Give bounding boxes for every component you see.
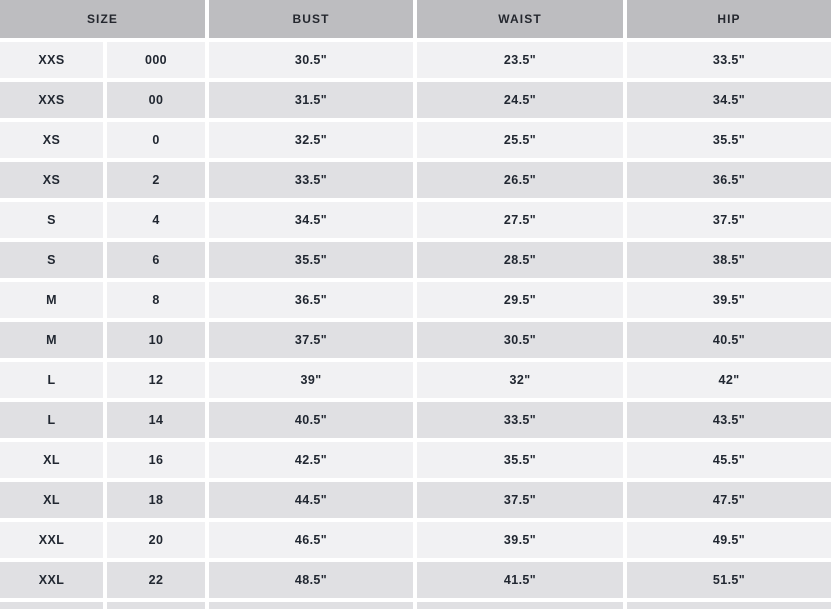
table-row: XXL 20 46.5" 39.5" 49.5" bbox=[0, 522, 831, 558]
hip-cell: 47.5" bbox=[627, 482, 831, 518]
waist-cell: 26.5" bbox=[417, 162, 623, 198]
bust-cell: 48.5" bbox=[209, 562, 413, 598]
waist-cell: 30.5" bbox=[417, 322, 623, 358]
size-alpha-cell: S bbox=[0, 242, 103, 278]
bust-cell: 31.5" bbox=[209, 82, 413, 118]
waist-cell: 23.5" bbox=[417, 42, 623, 78]
size-number-cell: 20 bbox=[107, 522, 205, 558]
partial-next-row bbox=[0, 602, 831, 609]
column-header-hip: HIP bbox=[627, 0, 831, 38]
hip-cell: 33.5" bbox=[627, 42, 831, 78]
hip-cell: 49.5" bbox=[627, 522, 831, 558]
bust-cell: 36.5" bbox=[209, 282, 413, 318]
bust-cell: 42.5" bbox=[209, 442, 413, 478]
size-alpha-cell: XL bbox=[0, 442, 103, 478]
size-number-cell: 6 bbox=[107, 242, 205, 278]
waist-cell: 41.5" bbox=[417, 562, 623, 598]
hip-cell: 34.5" bbox=[627, 82, 831, 118]
size-number-cell: 2 bbox=[107, 162, 205, 198]
column-header-size: SIZE bbox=[0, 0, 205, 38]
size-number-cell: 22 bbox=[107, 562, 205, 598]
table-row: XXS 00 31.5" 24.5" 34.5" bbox=[0, 82, 831, 118]
bust-cell: 46.5" bbox=[209, 522, 413, 558]
table-row: XS 0 32.5" 25.5" 35.5" bbox=[0, 122, 831, 158]
hip-cell: 42" bbox=[627, 362, 831, 398]
hip-cell: 38.5" bbox=[627, 242, 831, 278]
size-number-cell: 16 bbox=[107, 442, 205, 478]
hip-cell: 51.5" bbox=[627, 562, 831, 598]
bust-cell: 34.5" bbox=[209, 202, 413, 238]
waist-cell: 28.5" bbox=[417, 242, 623, 278]
waist-cell: 33.5" bbox=[417, 402, 623, 438]
size-number-cell: 8 bbox=[107, 282, 205, 318]
table-row: XXS 000 30.5" 23.5" 33.5" bbox=[0, 42, 831, 78]
waist-cell: 29.5" bbox=[417, 282, 623, 318]
hip-cell bbox=[627, 602, 831, 609]
table-row: XL 18 44.5" 37.5" 47.5" bbox=[0, 482, 831, 518]
size-number-cell: 10 bbox=[107, 322, 205, 358]
size-alpha-cell: S bbox=[0, 202, 103, 238]
size-alpha-cell: XXL bbox=[0, 562, 103, 598]
table-row: S 6 35.5" 28.5" 38.5" bbox=[0, 242, 831, 278]
size-number-cell: 000 bbox=[107, 42, 205, 78]
table-row: S 4 34.5" 27.5" 37.5" bbox=[0, 202, 831, 238]
bust-cell: 30.5" bbox=[209, 42, 413, 78]
hip-cell: 35.5" bbox=[627, 122, 831, 158]
table-row: L 14 40.5" 33.5" 43.5" bbox=[0, 402, 831, 438]
hip-cell: 36.5" bbox=[627, 162, 831, 198]
waist-cell bbox=[417, 602, 623, 609]
bust-cell: 44.5" bbox=[209, 482, 413, 518]
size-number-cell: 18 bbox=[107, 482, 205, 518]
hip-cell: 39.5" bbox=[627, 282, 831, 318]
hip-cell: 45.5" bbox=[627, 442, 831, 478]
size-alpha-cell: M bbox=[0, 282, 103, 318]
size-alpha-cell: XXL bbox=[0, 522, 103, 558]
hip-cell: 40.5" bbox=[627, 322, 831, 358]
bust-cell: 39" bbox=[209, 362, 413, 398]
bust-cell: 32.5" bbox=[209, 122, 413, 158]
bust-cell bbox=[209, 602, 413, 609]
waist-cell: 39.5" bbox=[417, 522, 623, 558]
size-alpha-cell: XS bbox=[0, 162, 103, 198]
table-row: XL 16 42.5" 35.5" 45.5" bbox=[0, 442, 831, 478]
waist-cell: 24.5" bbox=[417, 82, 623, 118]
size-number-cell: 4 bbox=[107, 202, 205, 238]
size-alpha-cell: XL bbox=[0, 482, 103, 518]
size-number-cell: 14 bbox=[107, 402, 205, 438]
size-alpha-cell: XS bbox=[0, 122, 103, 158]
size-alpha-cell: L bbox=[0, 362, 103, 398]
size-number-cell: 0 bbox=[107, 122, 205, 158]
waist-cell: 25.5" bbox=[417, 122, 623, 158]
bust-cell: 40.5" bbox=[209, 402, 413, 438]
table-row: M 8 36.5" 29.5" 39.5" bbox=[0, 282, 831, 318]
bust-cell: 33.5" bbox=[209, 162, 413, 198]
waist-cell: 27.5" bbox=[417, 202, 623, 238]
hip-cell: 43.5" bbox=[627, 402, 831, 438]
table-row: XS 2 33.5" 26.5" 36.5" bbox=[0, 162, 831, 198]
table-header-row: SIZE BUST WAIST HIP bbox=[0, 0, 831, 38]
size-number-cell bbox=[107, 602, 205, 609]
size-alpha-cell: M bbox=[0, 322, 103, 358]
column-header-bust: BUST bbox=[209, 0, 413, 38]
table-body: XXS 000 30.5" 23.5" 33.5" XXS 00 31.5" 2… bbox=[0, 42, 831, 598]
size-number-cell: 00 bbox=[107, 82, 205, 118]
table-row: M 10 37.5" 30.5" 40.5" bbox=[0, 322, 831, 358]
size-alpha-cell: XXS bbox=[0, 82, 103, 118]
size-alpha-cell bbox=[0, 602, 103, 609]
column-header-waist: WAIST bbox=[417, 0, 623, 38]
waist-cell: 35.5" bbox=[417, 442, 623, 478]
bust-cell: 37.5" bbox=[209, 322, 413, 358]
waist-cell: 37.5" bbox=[417, 482, 623, 518]
table-row: L 12 39" 32" 42" bbox=[0, 362, 831, 398]
hip-cell: 37.5" bbox=[627, 202, 831, 238]
size-alpha-cell: XXS bbox=[0, 42, 103, 78]
table-row: XXL 22 48.5" 41.5" 51.5" bbox=[0, 562, 831, 598]
waist-cell: 32" bbox=[417, 362, 623, 398]
bust-cell: 35.5" bbox=[209, 242, 413, 278]
size-number-cell: 12 bbox=[107, 362, 205, 398]
size-alpha-cell: L bbox=[0, 402, 103, 438]
